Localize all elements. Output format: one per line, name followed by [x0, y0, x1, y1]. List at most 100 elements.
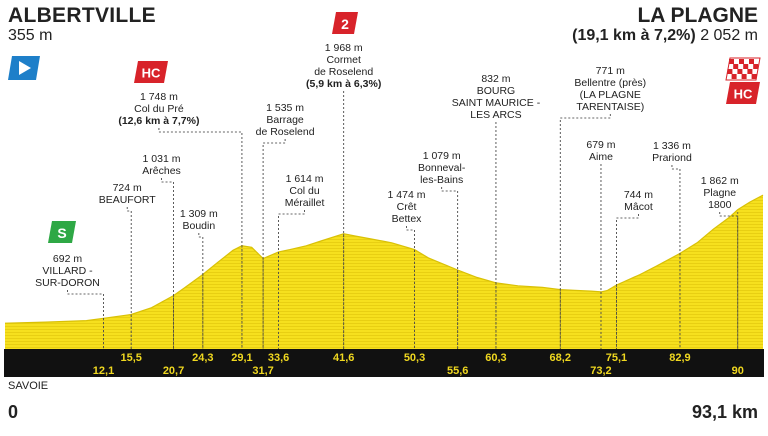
- landmark-label-line: 1 748 m: [140, 91, 178, 103]
- landmark-label-line: 744 m: [624, 189, 653, 201]
- landmark-label-line: TARENTAISE): [576, 101, 644, 113]
- finish-altitude: 2 052 m: [700, 27, 758, 44]
- landmark-label-line: Aime: [589, 151, 613, 163]
- landmark-leader: [616, 214, 639, 349]
- landmark-label-line: les-Bains: [420, 174, 463, 186]
- checker-square: [733, 64, 739, 69]
- landmark-label-line: Bonneval-: [418, 162, 466, 174]
- landmark-label-line: Méraillet: [285, 197, 325, 209]
- distance-tick-label: 90: [732, 365, 744, 377]
- landmark-label-line: de Roselend: [256, 126, 315, 138]
- landmark-label-line: Prariond: [652, 152, 692, 164]
- finish-town-name: LA PLAGNE: [637, 4, 758, 27]
- finish-checkered-flag-icon: [725, 57, 761, 81]
- start-town-name: ALBERTVILLE: [8, 4, 156, 27]
- landmark-label-line: Bellentre (près): [574, 77, 646, 89]
- landmark-label-line: 692 m: [53, 253, 82, 265]
- landmark-leader: [719, 212, 739, 349]
- landmark-label-line: BOURG: [477, 85, 516, 97]
- landmark-label-line: 771 m: [596, 65, 625, 77]
- landmark-leader: [161, 178, 174, 349]
- landmark-label-line: SAINT MAURICE -: [452, 97, 541, 109]
- landmark-label-line: 1 309 m: [180, 208, 218, 220]
- distance-tick-label: 31,7: [252, 365, 273, 377]
- region-label: SAVOIE: [8, 380, 49, 392]
- landmark-label-line: Bettex: [392, 213, 423, 225]
- landmark-label-line: Cormet: [326, 54, 361, 66]
- climb-hc-icon-label: HC: [142, 66, 161, 81]
- finish-climb-and-altitude: (19,1 km à 7,2%) 2 052 m: [572, 27, 758, 45]
- landmark-label-line: Plagne: [703, 187, 736, 199]
- landmark-label-line: Col du: [289, 185, 320, 197]
- distance-tick-label: 82,9: [669, 352, 690, 364]
- landmark-label-line: Arêches: [142, 165, 181, 177]
- finish-climb-hc-icon-shape: [726, 82, 760, 104]
- landmark-label-line: 1 031 m: [143, 153, 181, 165]
- sprint-icon: S: [48, 221, 76, 243]
- landmark-label-line: 724 m: [113, 182, 142, 194]
- landmark-label-line: de Roselend: [314, 66, 373, 78]
- start-altitude: 355 m: [8, 27, 53, 44]
- checker-square: [729, 59, 734, 64]
- landmark-label-line: 1 968 m: [325, 42, 363, 54]
- category-icons: S HC 2 HC: [8, 12, 761, 243]
- elevation-area: [5, 195, 763, 350]
- checker-square: [743, 64, 749, 69]
- landmark-leader: [67, 290, 104, 349]
- checker-square: [731, 74, 737, 79]
- distance-tick-label: 24,3: [192, 352, 213, 364]
- distance-tick-label: 33,6: [268, 352, 289, 364]
- checker-square: [739, 59, 744, 64]
- distance-tick-label: 15,5: [120, 352, 141, 364]
- landmark-label-line: 1800: [708, 199, 732, 211]
- checker-square: [751, 74, 757, 79]
- distance-tick-label: 68,2: [550, 352, 571, 364]
- checker-square: [753, 64, 759, 69]
- landmark-label-line: 1 079 m: [423, 150, 461, 162]
- elevation-outline: [4, 194, 764, 324]
- flag-start-icon: [8, 56, 40, 80]
- landmark-label-line: Mâcot: [624, 201, 653, 213]
- landmark-label-line: Boudin: [182, 220, 215, 232]
- checker-square: [747, 69, 753, 74]
- checker-square: [741, 74, 747, 79]
- distance-start-label: 0: [8, 402, 19, 422]
- finish-climb-hc-icon: HC: [726, 82, 760, 104]
- landmark-label-line: 1 336 m: [653, 140, 691, 152]
- climb-cat2-icon: 2: [332, 12, 358, 34]
- distance-axis-band: [4, 349, 764, 377]
- landmark-leader: [126, 207, 132, 349]
- play-triangle-icon: [19, 61, 31, 75]
- landmark-label-line: 1 614 m: [286, 173, 324, 185]
- landmark-label-line: 832 m: [481, 73, 510, 85]
- elevation-area-group: [4, 194, 764, 350]
- landmark-leader: [158, 128, 243, 349]
- landmark-label-line: Barrage: [266, 114, 304, 126]
- landmark-label-line: VILLARD -: [42, 265, 93, 277]
- distance-total-label: 93,1 km: [691, 402, 758, 422]
- distance-axis-group: 12,1 15,5 20,7 24,3 29,131,733,6 41,6 50,3 55,6…: [4, 349, 764, 377]
- distance-tick-label: 20,7: [163, 365, 184, 377]
- finish-climb-hc-icon-label: HC: [734, 87, 753, 102]
- checker-square: [727, 69, 733, 74]
- landmark-leader: [262, 139, 286, 349]
- landmark-label-line: LES ARCS: [470, 109, 521, 121]
- landmark-label-line: (12,6 km à 7,7%): [118, 115, 199, 127]
- distance-tick-label: 12,1: [93, 365, 114, 377]
- climb-hc-icon-shape: [134, 61, 168, 83]
- distance-tick-label: 50,3: [404, 352, 425, 364]
- landmark-leader: [559, 114, 611, 349]
- sprint-icon-shape: [48, 221, 76, 243]
- landmark-label-line: (LA PLAGNE: [580, 89, 641, 101]
- landmark-leader: [441, 187, 459, 349]
- landmark-label-line: 1 535 m: [266, 102, 304, 114]
- distance-tick-label: 75,1: [606, 352, 627, 364]
- landmark-label-line: Col du Pré: [134, 103, 184, 115]
- climb-cat2-icon-label: 2: [341, 16, 349, 32]
- distance-tick-label: 55,6: [447, 365, 468, 377]
- checker-square: [749, 59, 754, 64]
- distance-tick-label: 41,6: [333, 352, 354, 364]
- landmark-leader: [406, 226, 415, 349]
